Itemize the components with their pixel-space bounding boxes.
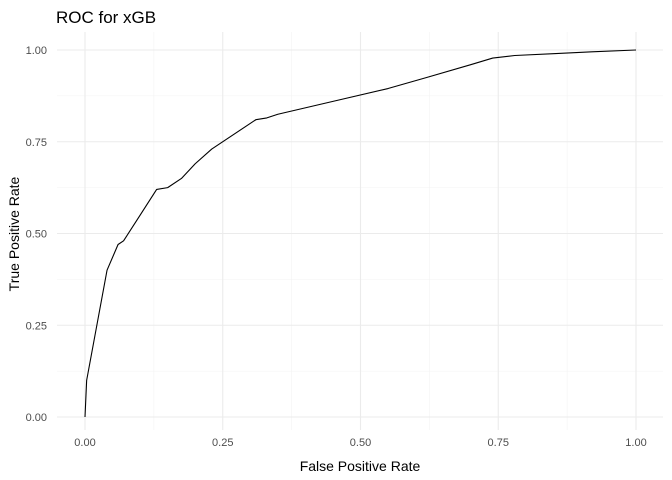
grid [57,32,663,430]
y-tick-label: 0.25 [26,320,47,332]
y-tick-label: 0.00 [26,412,47,424]
x-tick-label: 0.00 [74,437,95,449]
x-tick-label: 0.50 [350,437,371,449]
y-tick-label: 1.00 [26,45,47,57]
x-axis-ticks: 0.00 0.25 0.50 0.75 1.00 [74,437,646,449]
x-axis-title: False Positive Rate [300,458,421,474]
y-tick-label: 0.75 [26,137,47,149]
x-tick-label: 1.00 [625,437,646,449]
x-tick-label: 0.25 [212,437,233,449]
y-axis-ticks: 0.00 0.25 0.50 0.75 1.00 [26,45,47,424]
y-axis-title: True Positive Rate [6,176,22,291]
roc-curve-line [84,49,637,418]
chart-title: ROC for xGB [56,8,156,27]
y-tick-label: 0.50 [26,229,47,241]
x-tick-label: 0.75 [488,437,509,449]
plot-area [84,49,637,418]
